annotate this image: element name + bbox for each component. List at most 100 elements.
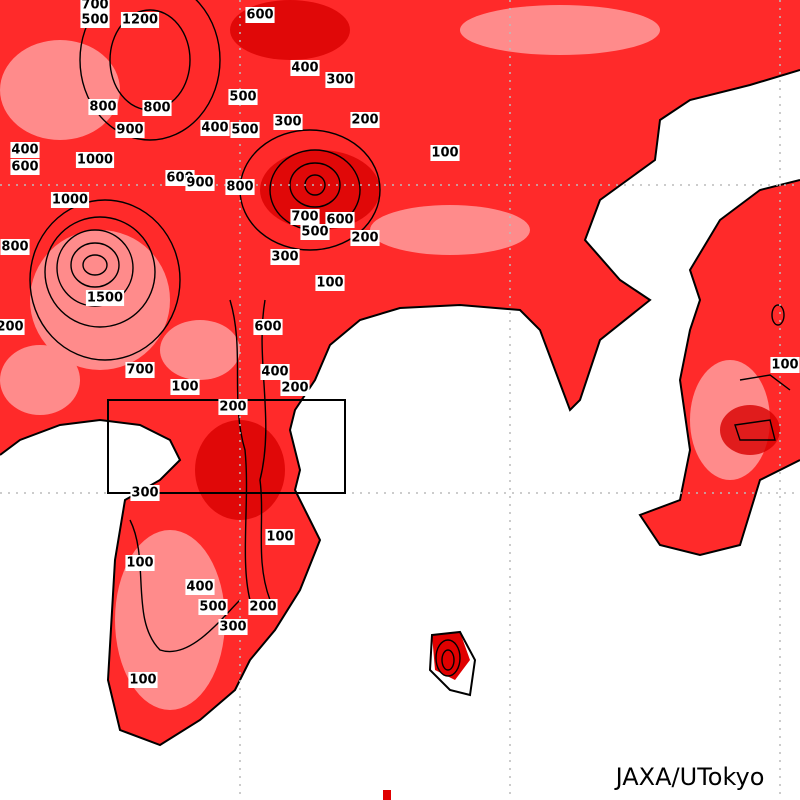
- contour-label: 100: [315, 275, 345, 291]
- contour-label: 900: [115, 122, 145, 138]
- contour-label-text: 300: [131, 486, 158, 501]
- contour-label: 300: [273, 114, 303, 130]
- contour-label: 700: [290, 209, 320, 225]
- label-bg: [0, 239, 30, 255]
- contour-label-text: 100: [771, 358, 798, 373]
- contour-label-text: 300: [219, 620, 246, 635]
- contour-label-text: 100: [431, 146, 458, 161]
- label-bg: [142, 100, 172, 116]
- contour-label: 600: [245, 7, 275, 23]
- label-bg: [253, 319, 283, 335]
- contour-label: 400: [290, 60, 320, 76]
- contour-label: 1200: [120, 12, 160, 28]
- label-bg: [225, 179, 255, 195]
- label-bg: [80, 12, 110, 28]
- contour-label-text: 200: [351, 231, 378, 246]
- label-bg: [128, 672, 158, 688]
- label-bg: [50, 192, 90, 208]
- contour-label: 200: [350, 112, 380, 128]
- contour-label: 1500: [85, 290, 125, 306]
- label-bg: [230, 122, 260, 138]
- contour-label-text: 300: [326, 73, 353, 88]
- label-bg: [185, 579, 215, 595]
- contour-label-text: 400: [11, 143, 38, 158]
- label-bg: [325, 72, 355, 88]
- contour-label-text: 500: [81, 13, 108, 28]
- contour-label: 300: [270, 249, 300, 265]
- contour-label: 400: [185, 579, 215, 595]
- edge-pixel: [383, 790, 391, 800]
- label-bg: [80, 0, 110, 13]
- label-bg: [185, 175, 215, 191]
- contour-label-text: 700: [81, 0, 108, 13]
- contour-label-text: 600: [254, 320, 281, 335]
- label-bg: [75, 152, 115, 168]
- contour-label: 1000: [50, 192, 90, 208]
- contour-label-text: 600: [11, 160, 38, 175]
- contour-label: 300: [218, 619, 248, 635]
- label-bg: [228, 89, 258, 105]
- contour-label: 100: [265, 529, 295, 545]
- label-bg: [125, 362, 155, 378]
- contour-label: 100: [128, 672, 158, 688]
- contour-label: 300: [130, 485, 160, 501]
- label-bg: [198, 599, 228, 615]
- contour-label-text: 400: [291, 61, 318, 76]
- contour-label-text: 700: [126, 363, 153, 378]
- contour-label-text: 800: [143, 101, 170, 116]
- contour-label-text: 100: [266, 530, 293, 545]
- contour-label: 100: [170, 379, 200, 395]
- contour-label: 300: [325, 72, 355, 88]
- label-bg: [88, 99, 118, 115]
- contour-label: 800: [88, 99, 118, 115]
- contour-label-text: 500: [229, 90, 256, 105]
- label-bg: [260, 364, 290, 380]
- contour-label: 600: [253, 319, 283, 335]
- contour-label-text: 400: [261, 365, 288, 380]
- contour-label: 700: [80, 0, 110, 13]
- label-bg: [430, 145, 460, 161]
- precipitation-field: [0, 0, 800, 745]
- contour-label: 200: [218, 399, 248, 415]
- label-bg: [218, 399, 248, 415]
- label-bg: [218, 619, 248, 635]
- label-bg: [200, 120, 230, 136]
- contour-label-text: 200: [249, 600, 276, 615]
- label-bg: [290, 209, 320, 225]
- contour-label-text: 100: [129, 673, 156, 688]
- label-bg: [350, 112, 380, 128]
- contour-label-text: 900: [116, 123, 143, 138]
- label-bg: [280, 380, 310, 396]
- label-bg: [245, 7, 275, 23]
- contour-label: 100: [770, 357, 800, 373]
- label-bg: [125, 555, 155, 571]
- label-bg: [770, 357, 800, 373]
- label-bg: [0, 319, 25, 335]
- contour-label: 200: [0, 319, 25, 335]
- contour-label-text: 500: [199, 600, 226, 615]
- contour-label-text: 1200: [122, 13, 158, 28]
- island-field: [432, 632, 470, 680]
- contour-label: 800: [142, 100, 172, 116]
- label-bg: [85, 290, 125, 306]
- contour-label: 200: [248, 599, 278, 615]
- contour-label-text: 100: [316, 276, 343, 291]
- label-bg: [270, 249, 300, 265]
- contour-label: 800: [225, 179, 255, 195]
- contour-label: 200: [350, 230, 380, 246]
- contour-label-text: 400: [201, 121, 228, 136]
- contour-label: 600: [10, 159, 40, 175]
- contour-label: 400: [260, 364, 290, 380]
- contour-label: 400: [200, 120, 230, 136]
- contour-label: 600: [325, 212, 355, 228]
- dark-areas: [195, 0, 780, 520]
- contour-label-text: 300: [271, 250, 298, 265]
- label-bg: [315, 275, 345, 291]
- contour-label-text: 600: [326, 213, 353, 228]
- contour-label: 500: [80, 12, 110, 28]
- contour-label: 1000: [75, 152, 115, 168]
- contour-label-text: 200: [281, 381, 308, 396]
- contour-label: 800: [0, 239, 30, 255]
